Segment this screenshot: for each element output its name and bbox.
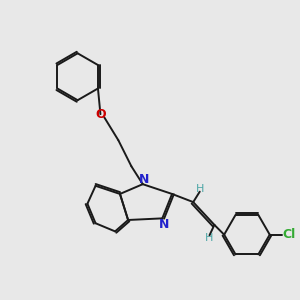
Text: H: H [196, 184, 204, 194]
Text: O: O [95, 108, 106, 121]
Text: Cl: Cl [283, 228, 296, 241]
Text: N: N [139, 173, 150, 186]
Text: H: H [205, 233, 214, 243]
Text: N: N [159, 218, 169, 231]
